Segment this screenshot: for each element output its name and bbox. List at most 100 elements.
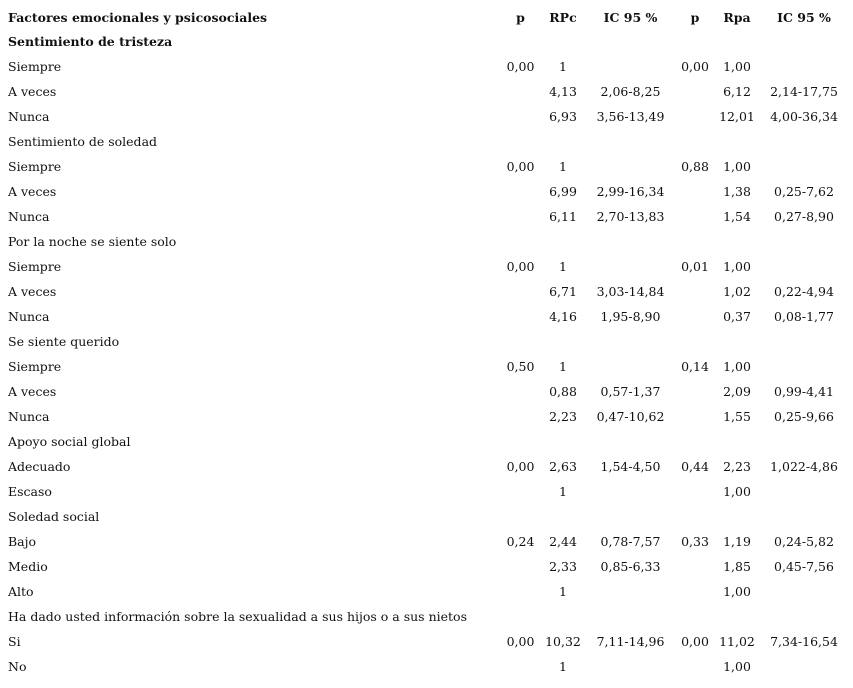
row-label: Siempre (8, 159, 62, 174)
cell-rpa (714, 429, 760, 454)
row-label: A veces (8, 184, 57, 199)
cell-rpa: 2,23 (723, 459, 751, 474)
cell-ic1 (585, 229, 676, 254)
group-label: Ha dado usted información sobre la sexua… (8, 609, 467, 624)
table-row: Siempre 0,00 1 0,88 1,00 (0, 154, 848, 179)
cell-p1 (500, 304, 541, 329)
cell-rpc (541, 329, 585, 354)
cell-ic1: 1,54-4,50 (600, 459, 661, 474)
table-row: Siempre 0,50 1 0,14 1,00 (0, 354, 848, 379)
cell-ic2: 0,25-7,62 (774, 184, 834, 199)
cell-p1 (500, 404, 541, 429)
cell-p2 (676, 179, 714, 204)
cell-p2 (676, 504, 714, 529)
header-rpc: RPc (549, 9, 577, 25)
cell-rpc (541, 129, 585, 154)
cell-rpa: 1,00 (723, 159, 751, 174)
cell-p2: 0,01 (681, 259, 709, 274)
cell-ic2 (760, 429, 848, 454)
row-label: Medio (8, 559, 48, 574)
cell-ic2 (760, 254, 848, 279)
group-row: Sentimiento de soledad (0, 129, 848, 154)
group-label: Soledad social (8, 509, 100, 524)
table-row: A veces 0,88 0,57-1,37 2,09 0,99-4,41 (0, 379, 848, 404)
group-label: Por la noche se siente solo (8, 234, 177, 249)
cell-rpc: 4,16 (549, 309, 577, 324)
cell-rpa (714, 329, 760, 354)
cell-ic1 (585, 154, 676, 179)
cell-ic2: 0,45-7,56 (774, 559, 834, 574)
cell-ic1 (585, 29, 676, 54)
cell-p2: 0,00 (681, 59, 709, 74)
table-header: Factores emocionales y psicosociales p R… (0, 5, 848, 29)
cell-ic2: 7,34-16,54 (770, 634, 838, 649)
cell-ic2 (760, 354, 848, 379)
cell-p1 (500, 179, 541, 204)
header-rpa: Rpa (723, 9, 751, 25)
cell-p1 (500, 229, 541, 254)
cell-p2: 0,00 (681, 634, 709, 649)
cell-ic1 (585, 429, 676, 454)
cell-rpc (541, 29, 585, 54)
cell-p1: 0,24 (506, 534, 535, 549)
cell-p2 (676, 579, 714, 604)
cell-rpc: 2,23 (549, 409, 577, 424)
cell-p1 (500, 279, 541, 304)
cell-ic1 (585, 604, 676, 629)
cell-rpa: 0,37 (723, 309, 751, 324)
cell-ic2 (760, 129, 848, 154)
header-p-adjusted: p (690, 9, 700, 25)
cell-rpa: 6,12 (723, 84, 751, 99)
cell-ic2: 0,24-5,82 (774, 534, 834, 549)
cell-rpc: 2,33 (549, 559, 577, 574)
cell-ic2: 1,022-4,86 (770, 459, 838, 474)
table-row: Siempre 0,00 1 0,00 1,00 (0, 54, 848, 79)
row-label: Nunca (8, 209, 50, 224)
table-row: Nunca 6,93 3,56-13,49 12,01 4,00-36,34 (0, 104, 848, 129)
cell-p1: 0,50 (506, 359, 535, 374)
cell-rpa: 1,00 (723, 359, 751, 374)
cell-p2 (676, 29, 714, 54)
table-row: Bajo 0,24 2,44 0,78-7,57 0,33 1,19 0,24-5,82 (0, 529, 848, 554)
group-row: Sentimiento de tristeza (0, 29, 848, 54)
cell-ic1 (585, 354, 676, 379)
header-p-crude: p (516, 9, 525, 25)
cell-p2 (676, 654, 714, 679)
header-factor: Factores emocionales y psicosociales (8, 9, 268, 25)
row-label: No (8, 659, 27, 674)
row-label: Escaso (8, 484, 52, 499)
cell-rpa (714, 504, 760, 529)
cell-rpc: 1 (559, 159, 567, 174)
cell-rpc: 1 (559, 484, 567, 499)
cell-ic1 (585, 579, 676, 604)
cell-p2 (676, 604, 714, 629)
cell-p1: 0,00 (506, 459, 535, 474)
cell-rpa: 1,00 (723, 484, 751, 499)
cell-rpc: 6,99 (549, 184, 577, 199)
cell-rpa (714, 29, 760, 54)
cell-ic2 (760, 504, 848, 529)
header-ic-adjusted: IC 95 % (777, 9, 831, 25)
cell-rpc (541, 504, 585, 529)
table-row: Nunca 6,11 2,70-13,83 1,54 0,27-8,90 (0, 204, 848, 229)
cell-p2 (676, 379, 714, 404)
cell-ic2 (760, 604, 848, 629)
row-label: A veces (8, 84, 57, 99)
row-label: Alto (8, 584, 34, 599)
cell-p2: 0,44 (681, 459, 709, 474)
group-label: Sentimiento de soledad (8, 134, 158, 149)
cell-ic1: 7,11-14,96 (596, 634, 665, 649)
cell-rpa: 12,01 (719, 109, 755, 124)
cell-ic2 (760, 479, 848, 504)
cell-ic1: 1,95-8,90 (600, 309, 661, 324)
cell-ic1 (585, 54, 676, 79)
table-row: Alto 1 1,00 (0, 579, 848, 604)
cell-p1 (500, 204, 541, 229)
row-label: A veces (8, 384, 57, 399)
cell-ic1 (585, 654, 676, 679)
cell-rpa: 1,02 (723, 284, 751, 299)
cell-ic1: 3,03-14,84 (596, 284, 665, 299)
cell-rpc: 6,11 (549, 209, 577, 224)
cell-ic2: 0,22-4,94 (774, 284, 834, 299)
row-label: Nunca (8, 309, 50, 324)
